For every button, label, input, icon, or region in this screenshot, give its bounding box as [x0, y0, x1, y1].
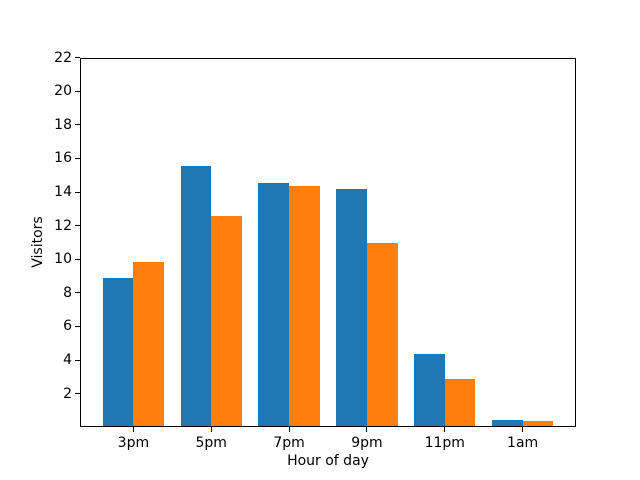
y-tick-label: 14 — [54, 184, 72, 200]
y-tick-mark — [75, 225, 80, 227]
bar-series-blue-5pm — [180, 165, 212, 427]
x-tick-label: 7pm — [273, 435, 305, 452]
y-tick-label: 2 — [63, 385, 72, 402]
y-tick-label: 10 — [54, 251, 72, 268]
y-tick-label: 8 — [63, 284, 72, 301]
y-tick-label: 18 — [54, 116, 72, 133]
y-tick-label: 4 — [63, 352, 72, 368]
y-tick-label: 6 — [63, 318, 72, 335]
bar-series-blue-3pm — [102, 278, 134, 427]
y-tick-mark — [75, 124, 80, 126]
x-tick-mark — [132, 427, 134, 433]
x-tick-mark — [210, 427, 212, 433]
bar-series-orange-5pm — [211, 216, 242, 427]
y-tick-mark — [75, 258, 80, 260]
x-tick-mark — [522, 427, 524, 433]
y-tick-label: 22 — [54, 49, 72, 66]
x-tick-mark — [366, 427, 368, 433]
x-axis-label: Hour of day — [287, 453, 369, 469]
y-tick-label: 12 — [54, 217, 72, 234]
x-tick-label: 1am — [507, 435, 539, 452]
bar-series-orange-1am — [522, 421, 554, 427]
bar-series-orange-3pm — [133, 261, 165, 427]
x-tick-mark — [444, 427, 446, 433]
bar-series-blue-11pm — [414, 353, 445, 427]
bar-series-blue-1am — [491, 420, 523, 427]
bar-series-blue-9pm — [336, 189, 367, 427]
y-tick-mark — [75, 191, 80, 193]
plot-area — [80, 57, 576, 428]
y-tick-mark — [75, 157, 80, 159]
x-tick-label: 9pm — [351, 435, 383, 452]
y-tick-mark — [75, 57, 80, 59]
y-tick-mark — [75, 90, 80, 92]
y-tick-mark — [75, 292, 80, 294]
bar-series-blue-7pm — [258, 182, 290, 427]
y-tick-label: 20 — [54, 83, 72, 100]
x-tick-mark — [288, 427, 290, 433]
y-tick-mark — [75, 393, 80, 395]
y-tick-mark — [75, 325, 80, 327]
bar-series-orange-9pm — [366, 243, 398, 427]
bar-series-orange-7pm — [289, 185, 320, 427]
y-tick-mark — [75, 359, 80, 361]
y-tick-label: 16 — [54, 150, 72, 167]
x-tick-label: 5pm — [195, 435, 227, 452]
x-tick-label: 11pm — [424, 435, 465, 452]
x-tick-label: 3pm — [117, 435, 150, 452]
bar-series-orange-11pm — [444, 379, 476, 427]
